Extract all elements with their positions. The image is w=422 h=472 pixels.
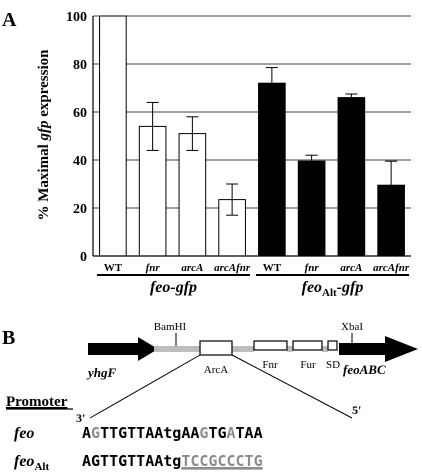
panel-b-label: B — [2, 327, 15, 349]
feo-alt-sequence: AGTTGTTAAtgTCCGCCCTG — [82, 452, 263, 470]
feo-seq-segment: TAA — [236, 424, 263, 442]
y-tick-label: 20 — [73, 202, 87, 217]
feo-seq-segment: TG — [208, 424, 226, 442]
bar — [178, 133, 207, 257]
y-tick-label: 40 — [73, 154, 87, 169]
y-tick-label: 100 — [66, 10, 87, 25]
x-category-label: arcAfnr — [214, 262, 251, 274]
x-category-label: arcA — [340, 262, 362, 274]
feo-alt-main: feo — [14, 453, 34, 470]
fnr-site-label: Fnr — [262, 359, 278, 371]
bar — [258, 82, 286, 257]
spacer-right — [232, 346, 254, 352]
x-category-label: fnr — [146, 262, 161, 274]
fur-site-box — [292, 340, 323, 351]
group-label-main: feo-gfp — [150, 279, 197, 296]
end-3-label: 3' — [76, 411, 85, 425]
bar — [99, 15, 127, 257]
feo-seq-segment: G — [199, 424, 208, 442]
arca-site-box — [199, 340, 233, 356]
zoom-line-left — [89, 354, 201, 419]
group-label: feo-gfp — [150, 279, 197, 296]
feo-alt-seq-black: AGTTGTTAAtg — [82, 452, 181, 470]
y-axis-label-suffix: expression — [36, 49, 52, 121]
feo-alt-row-label: feoAlt — [14, 453, 49, 472]
feo-alt-seq-grey: TCCGCCCTG — [181, 452, 262, 470]
group-label-main: feo — [302, 279, 322, 296]
y-tick-label: 60 — [73, 106, 87, 121]
feo-alt-sub: Alt — [34, 461, 49, 472]
fur-site-label: Fur — [300, 359, 316, 371]
y-tick-label: 0 — [80, 250, 87, 265]
feoABC-label: feoABC — [343, 362, 386, 377]
feoABC-arrow — [339, 336, 418, 362]
bars — [99, 15, 405, 257]
group-label-tail: -gfp — [337, 279, 364, 296]
sd-label: SD — [326, 359, 340, 371]
arca-site-label: ArcA — [204, 364, 228, 376]
promoter-header: Promoter — [6, 394, 68, 410]
fnr-site-box — [253, 340, 288, 351]
y-axis-label-italic: gfp — [36, 120, 52, 141]
group-label-sub: Alt — [322, 287, 337, 299]
x-category-label: arcAfnr — [373, 262, 410, 274]
x-category-label: arcA — [181, 262, 203, 274]
group-labels: feo-gfp feoAlt-gfp — [97, 274, 409, 299]
x-category-label: WT — [263, 262, 282, 274]
yhgF-arrow — [88, 337, 158, 361]
feo-seq-segment: TTGTTAAtgAA — [100, 424, 199, 442]
feo-seq-segment: A — [227, 424, 236, 442]
x-category-labels: WT fnr arcA arcAfnr WT fnr arcA arcAfnr — [104, 262, 410, 274]
xbai-label: XbaI — [341, 321, 363, 333]
spacer-left — [154, 346, 200, 352]
y-axis-label-prefix: % Maximal — [36, 140, 52, 220]
promoter-sequences: Promoter 3' 5' feo AGTTGTTAAtgAAGTGATAA … — [6, 394, 361, 472]
feo-row-label: feo — [14, 425, 34, 442]
bamhi-label: BamHI — [154, 321, 187, 333]
end-5-label: 5' — [352, 403, 361, 417]
feo-seq-segment: G — [91, 424, 100, 442]
spacer-fnr-fur — [287, 346, 293, 352]
x-category-label: fnr — [305, 262, 320, 274]
spacer-fur-sd — [322, 346, 328, 352]
sd-box — [327, 340, 338, 351]
yhgF-label: yhgF — [86, 365, 117, 380]
y-tick-label: 80 — [73, 58, 87, 73]
panel-a-label: A — [2, 9, 17, 31]
bar — [297, 160, 326, 257]
gene-diagram: yhgF BamHI ArcA Fnr Fur SD XbaI feoABC — [86, 321, 418, 419]
group-label: feoAlt-gfp — [302, 279, 364, 299]
y-tick-labels: 0 20 40 60 80 100 — [66, 10, 87, 265]
y-axis-label: % Maximal gfp expression — [36, 49, 52, 221]
feo-sequence: AGTTGTTAAtgAAGTGATAA — [82, 424, 263, 442]
zoom-line-right — [231, 354, 353, 419]
x-category-label: WT — [104, 262, 123, 274]
axes — [92, 16, 411, 257]
bar — [337, 97, 366, 257]
feo-seq-segment: A — [82, 424, 91, 442]
